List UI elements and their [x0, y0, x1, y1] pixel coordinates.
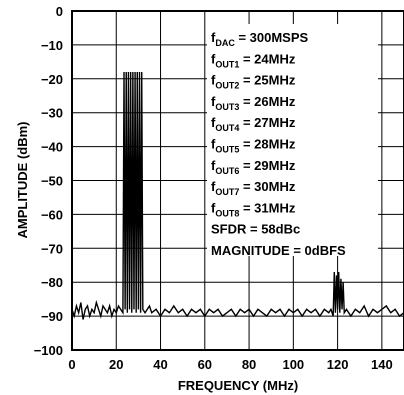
y-tick-label: 0 — [56, 4, 63, 19]
annotation-line: fOUT6 = 29MHz — [211, 158, 296, 176]
x-tick-label: 80 — [242, 357, 256, 372]
annotation-line: fOUT5 = 28MHz — [211, 137, 296, 155]
annotation-line: SFDR = 58dBc — [211, 222, 300, 237]
annotation-line: fOUT7 = 30MHz — [211, 179, 296, 197]
annotation-line: fOUT1 = 24MHz — [211, 51, 296, 69]
spectrum-trace-line — [71, 72, 404, 320]
y-tick-label: −30 — [41, 106, 63, 121]
y-tick-label: −90 — [41, 309, 63, 324]
annotation-line: fOUT3 = 26MHz — [211, 94, 296, 112]
x-axis-label: FREQUENCY (MHz) — [178, 378, 298, 393]
x-tick-label: 40 — [153, 357, 167, 372]
x-tick-label: 0 — [68, 357, 75, 372]
x-tick-labels: 0 20 40 60 80 100 120 140 — [68, 357, 392, 372]
x-tick-label: 120 — [327, 357, 349, 372]
y-tick-label: −20 — [41, 72, 63, 87]
annotation-line: fDAC = 300MSPS — [211, 30, 309, 48]
annotation-line: fOUT4 = 27MHz — [211, 115, 296, 133]
annotation-line: fOUT2 = 25MHz — [211, 73, 296, 91]
annotation-line: fOUT8 = 31MHz — [211, 200, 296, 218]
y-tick-label: −50 — [41, 174, 63, 189]
x-tick-label: 100 — [282, 357, 304, 372]
spectrum-trace — [71, 72, 404, 320]
x-tick-label: 140 — [371, 357, 393, 372]
annotation-background — [207, 24, 378, 256]
y-tick-label: −40 — [41, 140, 63, 155]
y-tick-label: −10 — [41, 38, 63, 53]
x-tick-label: 20 — [109, 357, 123, 372]
plot-frame — [71, 10, 404, 351]
annotation-line: MAGNITUDE = 0dBFS — [211, 243, 346, 258]
y-tick-label: −70 — [41, 241, 63, 256]
y-tick-label: −100 — [34, 343, 63, 358]
y-tick-label: −80 — [41, 275, 63, 290]
y-tick-labels: 0 −10 −20 −30 −40 −50 −60 −70 −80 −90 −100 — [34, 4, 63, 358]
y-tick-label: −60 — [41, 207, 63, 222]
y-axis-label: AMPLITUDE (dBm) — [15, 122, 30, 239]
x-tick-label: 60 — [198, 357, 212, 372]
annotation-box: fDAC = 300MSPS fOUT1 = 24MHz fOUT2 = 25MHz… — [207, 24, 378, 258]
